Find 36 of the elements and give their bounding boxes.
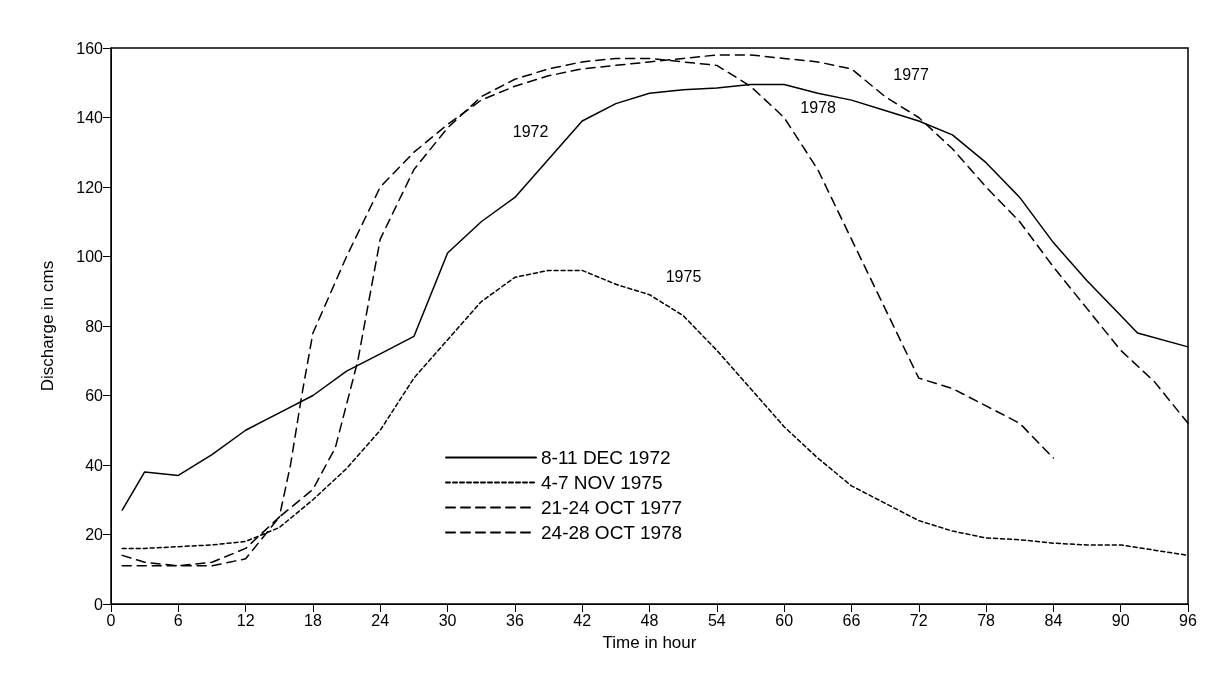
y-tick-label: 40 xyxy=(85,456,104,474)
y-tick-label: 140 xyxy=(76,109,104,126)
x-tick-label: 84 xyxy=(1044,611,1063,629)
x-tick-label: 18 xyxy=(304,611,322,629)
annotation: 1978 xyxy=(800,99,837,116)
legend-label: 24-28 OCT 1978 xyxy=(541,522,683,543)
x-tick-label: 36 xyxy=(505,611,524,629)
legend-label: 4-7 NOV 1975 xyxy=(541,472,663,493)
x-tick-label: 66 xyxy=(842,611,861,629)
x-tick-label: 30 xyxy=(438,611,457,629)
y-axis-title: Discharge in cms xyxy=(38,260,57,392)
x-tick-label: 78 xyxy=(977,611,996,629)
y-tick-label: 120 xyxy=(76,178,104,196)
x-tick-label: 54 xyxy=(707,611,726,629)
y-tick-label: 80 xyxy=(85,317,104,335)
x-tick-label: 90 xyxy=(1111,611,1130,629)
y-tick-label: 0 xyxy=(94,595,104,613)
x-tick-label: 6 xyxy=(173,611,183,629)
x-tick-label: 72 xyxy=(909,611,928,629)
legend-label: 8-11 DEC 1972 xyxy=(541,447,671,468)
x-tick-label: 96 xyxy=(1179,611,1197,629)
y-tick-label: 60 xyxy=(85,387,104,404)
x-axis-title: Time in hour xyxy=(602,633,697,652)
annotation: 1972 xyxy=(512,122,549,140)
annotation: 1975 xyxy=(665,268,702,286)
annotation: 1977 xyxy=(893,66,929,84)
x-tick-label: 42 xyxy=(573,611,592,629)
x-tick-label: 0 xyxy=(106,611,116,629)
y-tick-label: 100 xyxy=(76,248,104,265)
y-tick-label: 20 xyxy=(85,526,104,543)
x-tick-label: 60 xyxy=(775,611,794,629)
legend-label: 21-24 OCT 1977 xyxy=(541,497,683,518)
y-tick-label: 160 xyxy=(76,39,104,57)
x-tick-label: 24 xyxy=(371,611,390,629)
x-tick-label: 12 xyxy=(236,611,255,629)
x-tick-label: 48 xyxy=(640,611,659,629)
